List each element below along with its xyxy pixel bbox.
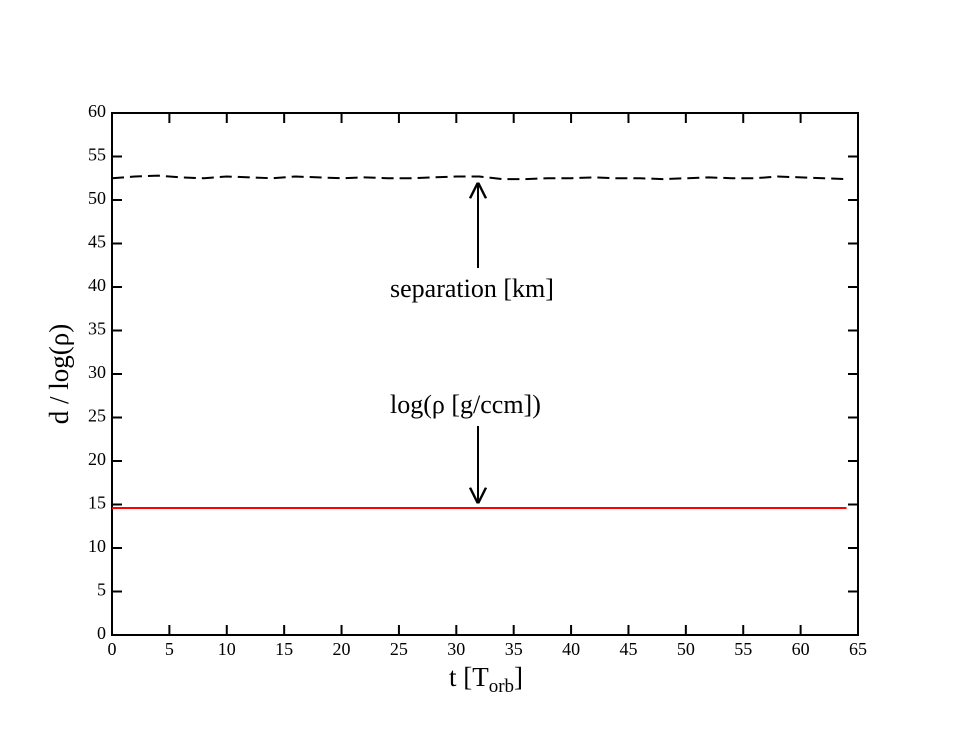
x-tick-label: 45 — [619, 639, 637, 659]
x-tick-label: 35 — [505, 639, 523, 659]
y-axis-label: d / log(ρ) — [44, 324, 74, 424]
y-tick-label: 55 — [88, 145, 106, 165]
x-axis-label: t [Torb] — [449, 662, 523, 697]
x-tick-label: 30 — [447, 639, 465, 659]
y-tick-label: 50 — [88, 188, 106, 208]
y-tick-label: 35 — [88, 319, 106, 339]
x-tick-label: 60 — [792, 639, 810, 659]
x-tick-label: 25 — [390, 639, 408, 659]
y-tick-label: 30 — [88, 362, 106, 382]
x-tick-label: 10 — [218, 639, 236, 659]
series-line — [111, 174, 847, 181]
annotation: log(ρ [g/ccm]) — [390, 390, 541, 419]
y-tick-label: 15 — [88, 493, 106, 513]
plot-frame — [111, 112, 859, 636]
x-tick-label: 65 — [849, 639, 867, 659]
y-tick-label: 60 — [88, 101, 106, 121]
y-tick-label: 10 — [88, 536, 106, 556]
x-tick-label: 5 — [165, 639, 174, 659]
x-tick-label: 55 — [734, 639, 752, 659]
y-tick-label: 40 — [88, 275, 106, 295]
x-tick-label: 50 — [677, 639, 695, 659]
x-tick-label: 15 — [275, 639, 293, 659]
x-tick-label: 20 — [333, 639, 351, 659]
annotation: separation [km] — [390, 274, 554, 303]
y-tick-label: 5 — [97, 580, 106, 600]
y-tick-label: 45 — [88, 232, 106, 252]
y-tick-label: 0 — [97, 623, 106, 643]
y-tick-label: 20 — [88, 449, 106, 469]
x-tick-label: 0 — [108, 639, 117, 659]
y-tick-label: 25 — [88, 406, 106, 426]
x-tick-label: 40 — [562, 639, 580, 659]
